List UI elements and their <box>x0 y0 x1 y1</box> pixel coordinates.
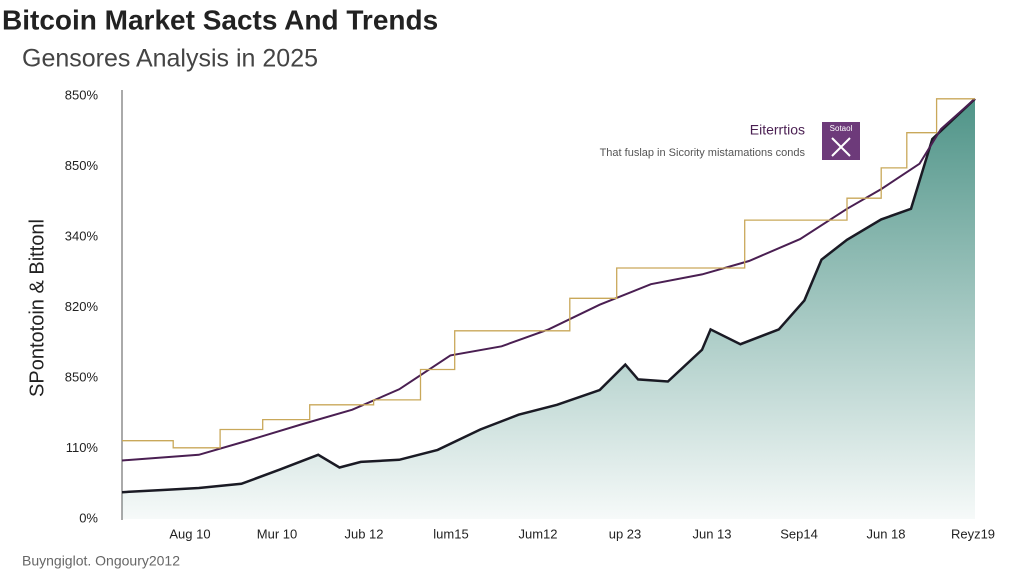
footer: Buyngiglot. Ongoury2012 <box>22 553 180 569</box>
x-tick-label: lum15 <box>433 526 468 541</box>
annotation-button[interactable]: Sotaol <box>822 122 860 160</box>
y-tick-label: 820% <box>65 299 99 314</box>
chart-subtitle: Gensores Analysis in 2025 <box>22 45 318 73</box>
x-tick-label: Aug 10 <box>169 526 210 541</box>
chart-title: Bitcoin Market Sacts And Trends <box>2 4 438 35</box>
x-tick-label: Reyz19 <box>951 526 995 541</box>
x-tick-label: up 23 <box>609 526 642 541</box>
y-tick-label: 850% <box>65 158 99 173</box>
line <box>121 97 976 494</box>
button-label: Sotaol <box>830 124 853 133</box>
close-icon <box>831 137 851 157</box>
y-tick-label: 850% <box>65 369 99 384</box>
line <box>122 98 975 449</box>
x-tick-label: Sep14 <box>780 526 818 541</box>
x-tick-label: Jub 12 <box>344 526 383 541</box>
annotation-title: Eiterrtios <box>750 122 805 138</box>
y-tick-label: 0% <box>79 510 98 525</box>
y-tick-label: 850% <box>65 87 99 102</box>
x-tick-label: Mur 10 <box>257 526 297 541</box>
annotation-text: That fuslap in Sicority mistamations con… <box>600 147 806 159</box>
x-tick-label: Jum12 <box>518 526 557 541</box>
y-tick-label: 110% <box>66 440 99 455</box>
x-tick-label: Jun 13 <box>692 526 731 541</box>
x-tick-label: Jun 18 <box>866 526 905 541</box>
y-axis-label: SPontotoin & Bittonl <box>26 219 48 397</box>
area <box>122 98 975 520</box>
y-tick-label: 340% <box>65 228 99 243</box>
